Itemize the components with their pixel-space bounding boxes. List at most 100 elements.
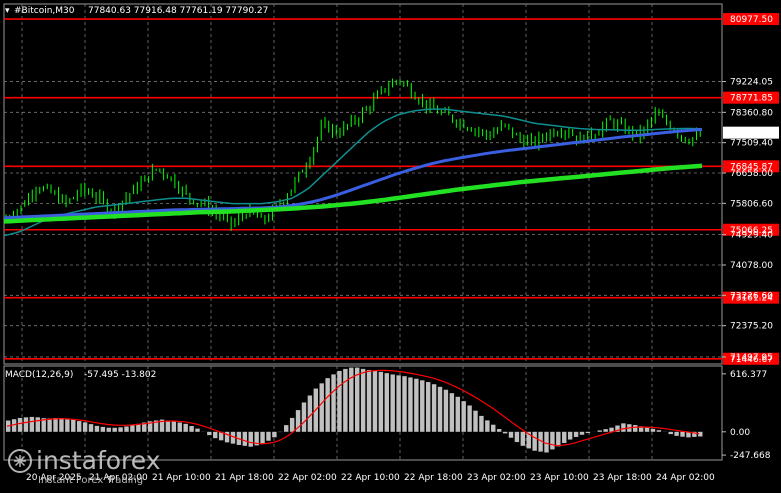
- macd-bar: [438, 387, 442, 432]
- macd-bar: [645, 428, 649, 432]
- symbol-timeframe: #Bitcoin,M30: [14, 6, 75, 16]
- x-tick-label: 22 Apr 18:00: [404, 473, 463, 483]
- macd-bar: [503, 432, 507, 434]
- macd-bar: [189, 426, 193, 432]
- y-tick-label: 78360.80: [730, 108, 773, 118]
- macd-bar: [444, 390, 448, 432]
- macd-bar: [491, 425, 495, 432]
- macd-bar: [361, 369, 365, 432]
- macd-bar: [107, 428, 111, 432]
- watermark-tagline: Instant Forex Trading: [38, 475, 143, 486]
- macd-bar: [302, 402, 306, 431]
- macd-bar: [166, 420, 170, 431]
- macd-bar: [260, 432, 264, 444]
- level-label: 78771.85: [730, 94, 773, 104]
- macd-bar: [36, 417, 40, 431]
- macd-bar: [379, 372, 383, 432]
- macd-bar: [266, 432, 270, 441]
- macd-bar: [272, 432, 276, 437]
- macd-bar: [249, 432, 253, 447]
- macd-bar: [544, 432, 548, 453]
- macd-bar: [669, 432, 673, 434]
- x-tick-label: 23 Apr 10:00: [530, 473, 589, 483]
- macd-bar: [284, 425, 288, 432]
- macd-bar: [621, 423, 625, 431]
- macd-bar: [562, 432, 566, 443]
- macd-bar: [485, 420, 489, 431]
- macd-bar: [101, 427, 105, 432]
- y-tick-label: 74078.00: [730, 261, 773, 271]
- macd-bar: [680, 432, 684, 437]
- macd-bar: [71, 420, 75, 432]
- macd-bar: [47, 418, 51, 431]
- macd-bar: [89, 424, 93, 432]
- macd-bar: [325, 378, 329, 432]
- macd-bar: [130, 425, 134, 432]
- macd-bar: [183, 424, 187, 432]
- header-arrow-icon: ▾: [5, 6, 10, 16]
- x-tick-label: 21 Apr 18:00: [215, 473, 274, 483]
- y-tick-label: 76658.00: [730, 169, 773, 179]
- macd-bar: [337, 371, 341, 432]
- macd-bar: [515, 432, 519, 442]
- macd-bar: [118, 427, 122, 431]
- macd-bar: [657, 430, 661, 432]
- macd-bar: [467, 405, 471, 431]
- macd-bar: [509, 432, 513, 438]
- macd-bar: [385, 373, 389, 432]
- macd-bar: [30, 417, 34, 432]
- y-tick-label: 71497.95: [730, 353, 773, 363]
- current-price-label: 77790.27: [730, 129, 773, 139]
- macd-bar: [95, 426, 99, 432]
- macd-bar: [396, 375, 400, 431]
- macd-bar: [53, 418, 57, 432]
- macd-bar: [603, 429, 607, 432]
- macd-bar: [586, 432, 590, 433]
- price-candles[interactable]: [6, 78, 700, 230]
- macd-label: MACD(12,26,9): [5, 370, 73, 380]
- macd-bar: [580, 432, 584, 435]
- x-tick-label: 22 Apr 02:00: [278, 473, 337, 483]
- x-tick-label: 23 Apr 02:00: [467, 473, 526, 483]
- macd-bar: [178, 423, 182, 432]
- macd-bar: [243, 432, 247, 446]
- macd-bar: [172, 421, 176, 431]
- support-resistance-levels: 80977.5078771.8576845.8775066.2573161.24…: [4, 13, 779, 365]
- macd-bar: [497, 429, 501, 432]
- macd-bar: [568, 432, 572, 440]
- macd-bar: [343, 369, 347, 432]
- macd-bar: [532, 432, 536, 451]
- macd-bar: [479, 416, 483, 432]
- macd-bar: [461, 401, 465, 432]
- x-tick-label: 24 Apr 02:00: [656, 473, 715, 483]
- macd-bar: [373, 371, 377, 432]
- macd-bar: [414, 379, 418, 432]
- macd-bar: [65, 419, 69, 432]
- price-panel-border: [4, 4, 722, 364]
- macd-bar: [426, 382, 430, 432]
- macd-bar: [331, 374, 335, 431]
- macd-panel: [6, 368, 703, 453]
- macd-bar: [59, 418, 63, 432]
- macd-bar: [432, 384, 436, 432]
- macd-bar: [408, 377, 412, 431]
- y-tick-label: 73226.60: [730, 291, 773, 301]
- x-tick-label: 22 Apr 10:00: [341, 473, 400, 483]
- x-tick-label: 23 Apr 18:00: [593, 473, 652, 483]
- macd-bar: [320, 383, 324, 431]
- level-label: 80977.50: [730, 15, 773, 25]
- y-tick-label: 79224.05: [730, 78, 773, 88]
- macd-bar: [651, 429, 655, 432]
- y-tick-label: 77509.40: [730, 139, 773, 149]
- macd-bar: [18, 418, 22, 432]
- macd-bar: [112, 428, 116, 432]
- y-tick-label: 72375.20: [730, 322, 773, 332]
- macd-bar: [213, 432, 217, 438]
- macd-bar: [556, 432, 560, 447]
- macd-bar: [124, 426, 128, 431]
- macd-bar: [367, 370, 371, 432]
- y-tick-label: 75806.60: [730, 199, 773, 209]
- macd-bar: [420, 380, 424, 431]
